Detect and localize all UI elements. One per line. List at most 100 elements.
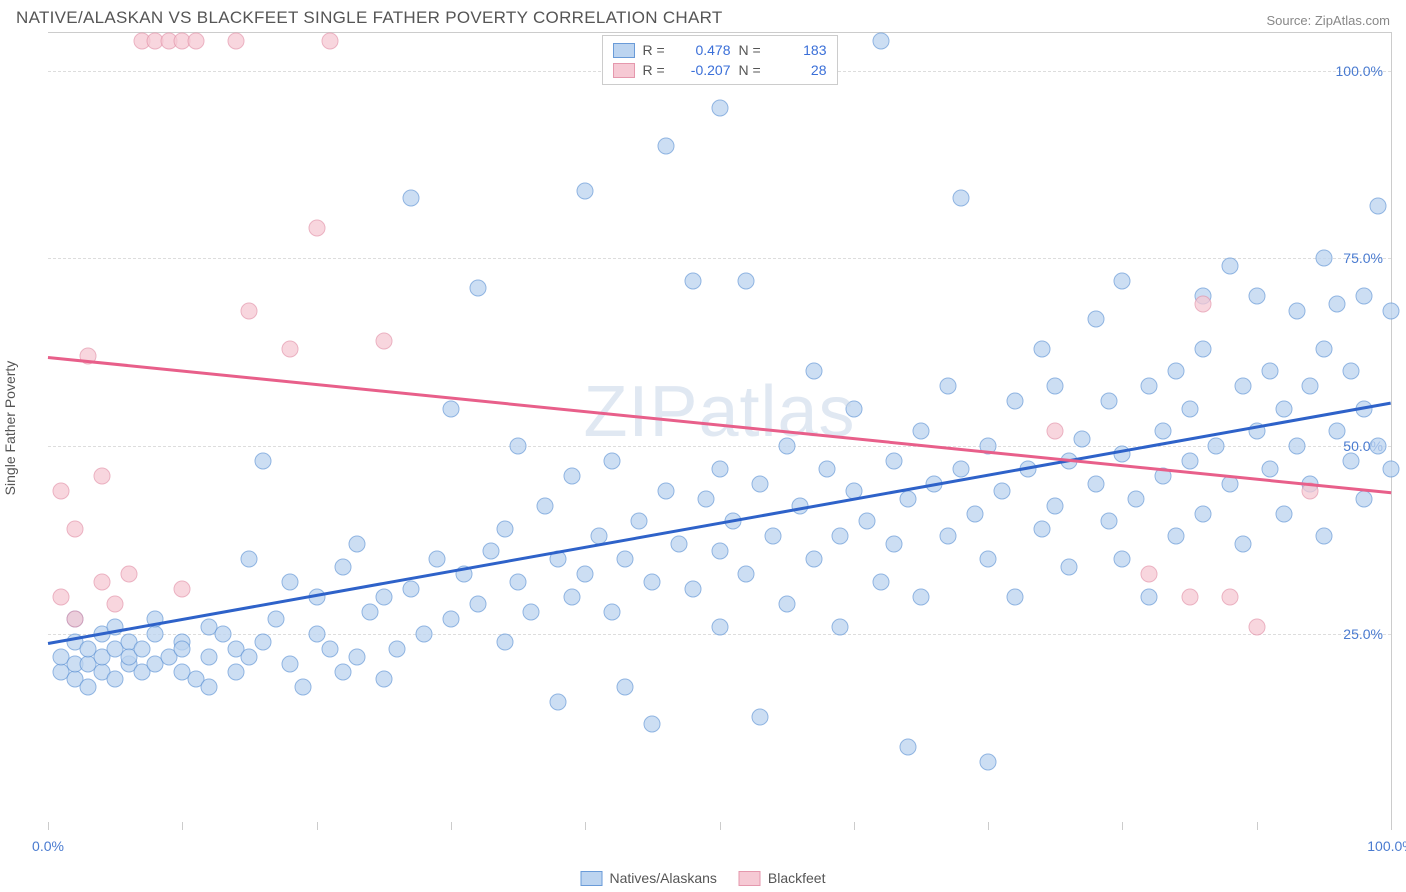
- data-point: [1127, 490, 1144, 507]
- data-point: [805, 551, 822, 568]
- data-point: [993, 483, 1010, 500]
- data-point: [53, 588, 70, 605]
- data-point: [1047, 498, 1064, 515]
- data-point: [510, 573, 527, 590]
- data-point: [322, 32, 339, 49]
- data-point: [751, 475, 768, 492]
- data-point: [1194, 505, 1211, 522]
- plot-area: ZIPatlas R =0.478N =183R =-0.207N =28 25…: [48, 33, 1391, 822]
- data-point: [416, 626, 433, 643]
- data-point: [1033, 340, 1050, 357]
- data-point: [107, 671, 124, 688]
- data-point: [1369, 438, 1386, 455]
- x-tick: [1391, 822, 1392, 830]
- data-point: [375, 671, 392, 688]
- data-point: [1060, 558, 1077, 575]
- data-point: [1342, 363, 1359, 380]
- legend-stat-row: R =0.478N =183: [613, 40, 827, 60]
- data-point: [657, 137, 674, 154]
- data-point: [1006, 588, 1023, 605]
- legend-stats: R =0.478N =183R =-0.207N =28: [602, 35, 838, 85]
- data-point: [389, 641, 406, 658]
- trendline: [48, 401, 1391, 644]
- watermark: ZIPatlas: [583, 371, 855, 453]
- data-point: [254, 633, 271, 650]
- data-point: [1315, 250, 1332, 267]
- stat-r-label: R =: [643, 42, 671, 58]
- data-point: [80, 678, 97, 695]
- stat-n-value: 183: [775, 42, 827, 58]
- data-point: [953, 190, 970, 207]
- stat-r-value: 0.478: [679, 42, 731, 58]
- data-point: [510, 438, 527, 455]
- data-point: [1100, 393, 1117, 410]
- data-point: [684, 581, 701, 598]
- data-point: [402, 190, 419, 207]
- data-point: [295, 678, 312, 695]
- data-point: [536, 498, 553, 515]
- data-point: [778, 596, 795, 613]
- data-point: [1329, 423, 1346, 440]
- data-point: [281, 573, 298, 590]
- data-point: [711, 460, 728, 477]
- data-point: [66, 611, 83, 628]
- data-point: [1114, 272, 1131, 289]
- data-point: [805, 363, 822, 380]
- data-point: [496, 633, 513, 650]
- data-point: [402, 581, 419, 598]
- data-point: [348, 535, 365, 552]
- data-point: [1288, 303, 1305, 320]
- data-point: [1033, 520, 1050, 537]
- data-point: [1087, 475, 1104, 492]
- data-point: [832, 618, 849, 635]
- data-point: [362, 603, 379, 620]
- data-point: [442, 400, 459, 417]
- y-tick-label: 75.0%: [1343, 250, 1383, 266]
- data-point: [187, 32, 204, 49]
- data-point: [1208, 438, 1225, 455]
- data-point: [980, 551, 997, 568]
- data-point: [1383, 303, 1400, 320]
- legend-swatch: [581, 871, 603, 886]
- data-point: [980, 753, 997, 770]
- data-point: [1141, 566, 1158, 583]
- y-tick-label: 25.0%: [1343, 626, 1383, 642]
- x-tick: [317, 822, 318, 830]
- data-point: [577, 182, 594, 199]
- x-tick-label: 100.0%: [1367, 838, 1406, 854]
- data-point: [241, 551, 258, 568]
- legend-swatch: [613, 63, 635, 78]
- stat-r-label: R =: [643, 62, 671, 78]
- data-point: [1047, 378, 1064, 395]
- data-point: [93, 468, 110, 485]
- legend-swatch: [739, 871, 761, 886]
- data-point: [134, 641, 151, 658]
- x-tick: [988, 822, 989, 830]
- data-point: [966, 505, 983, 522]
- data-point: [241, 648, 258, 665]
- data-point: [496, 520, 513, 537]
- data-point: [1154, 423, 1171, 440]
- legend-item: Blackfeet: [739, 870, 826, 886]
- data-point: [120, 566, 137, 583]
- data-point: [939, 528, 956, 545]
- data-point: [604, 603, 621, 620]
- data-point: [886, 453, 903, 470]
- data-point: [308, 626, 325, 643]
- data-point: [1262, 460, 1279, 477]
- x-tick-label: 0.0%: [32, 838, 64, 854]
- data-point: [1114, 551, 1131, 568]
- legend-swatch: [613, 43, 635, 58]
- data-point: [644, 573, 661, 590]
- data-point: [214, 626, 231, 643]
- data-point: [738, 566, 755, 583]
- data-point: [429, 551, 446, 568]
- data-point: [563, 588, 580, 605]
- data-point: [550, 693, 567, 710]
- data-point: [1383, 460, 1400, 477]
- data-point: [912, 588, 929, 605]
- data-point: [1235, 535, 1252, 552]
- x-tick: [182, 822, 183, 830]
- chart-area: Single Father Poverty ZIPatlas R =0.478N…: [48, 32, 1392, 822]
- y-tick-label: 100.0%: [1336, 63, 1383, 79]
